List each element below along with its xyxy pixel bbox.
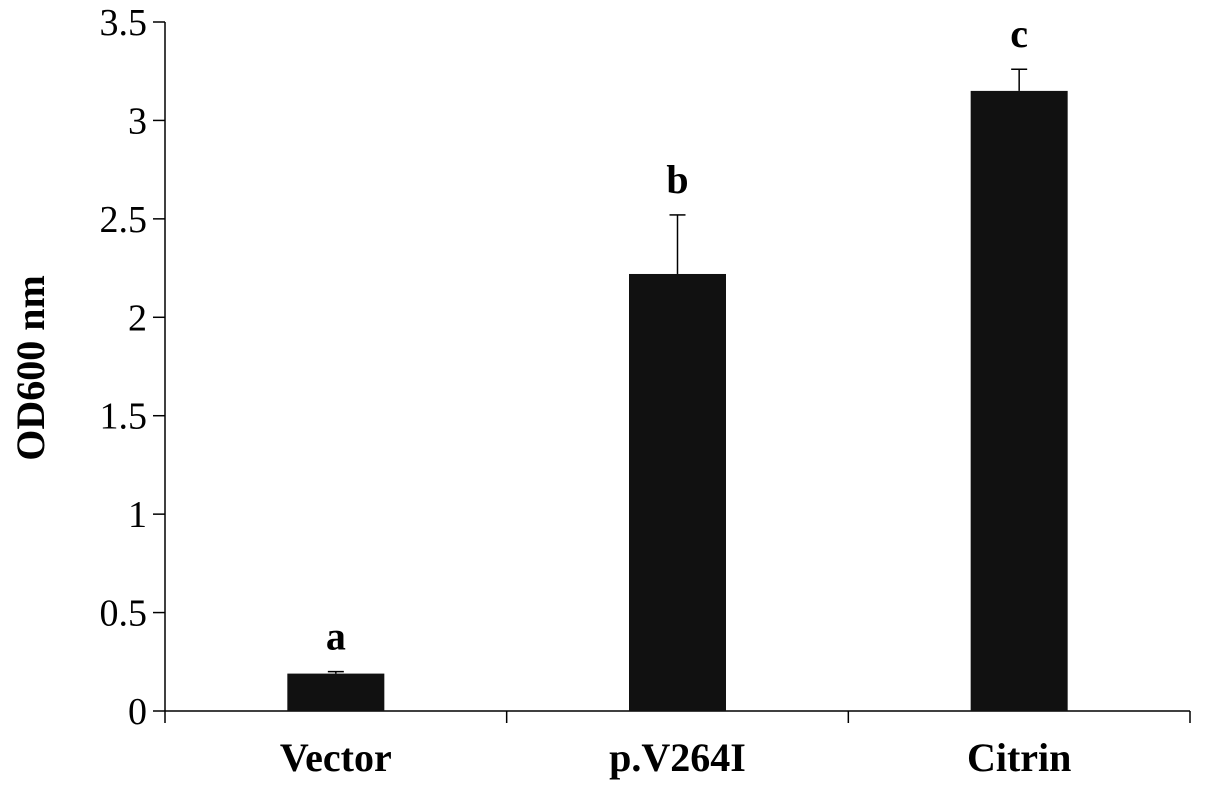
- axes: 0 0.5 1 1.5 2 2.5 3 3.5: [100, 2, 1191, 733]
- labels: a Vector b p.V264I c Citrin: [280, 11, 1071, 780]
- x-tick-label: p.V264I: [609, 735, 746, 780]
- y-tick-label: 1.5: [100, 396, 148, 438]
- y-tick-label: 0.5: [100, 593, 148, 635]
- y-axis-title: OD600 nm: [8, 275, 53, 461]
- y-tick-label: 3: [128, 100, 147, 142]
- bar: [970, 90, 1068, 711]
- y-tick-label: 1: [128, 494, 147, 536]
- x-tick-label: Citrin: [967, 735, 1071, 780]
- significance-letter: c: [1010, 11, 1028, 56]
- bars: [287, 68, 1068, 711]
- y-tick-label: 2: [128, 297, 147, 339]
- y-tick-label: 2.5: [100, 199, 148, 241]
- y-tick-label: 0: [128, 691, 147, 733]
- x-tick-label: Vector: [280, 735, 392, 780]
- y-tick-label: 3.5: [100, 2, 148, 44]
- bar: [287, 673, 385, 711]
- bar: [629, 273, 726, 711]
- significance-letter: a: [326, 614, 346, 659]
- significance-letter: b: [666, 157, 688, 202]
